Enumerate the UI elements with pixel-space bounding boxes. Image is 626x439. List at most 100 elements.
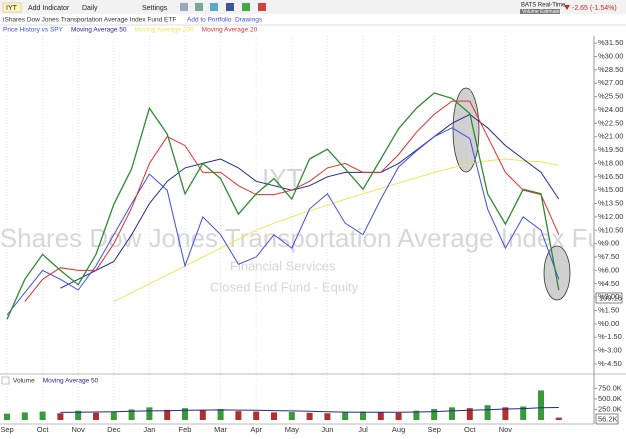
y-tick-label: %15.00 (598, 185, 623, 194)
y-tick-label: %4.50 (598, 279, 619, 288)
y-tick-label: %21.00 (598, 132, 623, 141)
x-tick-label: Aug (392, 425, 405, 434)
y-tick-label: %28.50 (598, 65, 623, 74)
volume-bar (199, 410, 206, 420)
volume-bar (520, 406, 527, 420)
y-tick-label: %19.50 (598, 145, 623, 154)
volume-bar (449, 407, 455, 420)
x-tick-label: Sep (428, 425, 441, 434)
series-line (6, 127, 560, 316)
volume-bar (217, 409, 224, 420)
symbol-box[interactable] (2, 2, 22, 13)
y-tick-label: 250.0K (598, 404, 622, 413)
volume-bar (360, 411, 366, 420)
feed-note-box (520, 9, 560, 14)
volume-bar (4, 413, 10, 420)
add-indicator[interactable]: Add Indicator (28, 5, 70, 12)
legend-entry: Volume (13, 378, 35, 385)
volume-bar (93, 412, 99, 420)
y-tick-label: %-4.50 (598, 359, 622, 368)
feed-note: Volume Estimates (522, 9, 563, 15)
volume-bar (128, 409, 135, 420)
y-tick-label: %13.50 (598, 199, 623, 208)
volume-bar (253, 411, 260, 420)
volume-bar (164, 409, 171, 420)
x-tick-label: Nov (499, 425, 513, 434)
series-line (6, 92, 560, 320)
change: -2.65 (-1.54%) (572, 5, 617, 12)
volume-bar (288, 411, 295, 420)
volume-bar (271, 412, 277, 420)
x-tick-label: Jan (143, 425, 155, 434)
y-tick-label: %9.00 (598, 239, 619, 248)
icon[interactable] (180, 3, 188, 11)
interval[interactable]: Daily (82, 5, 98, 12)
x-tick-label: Jun (321, 425, 333, 434)
watermark-category: Closed End Fund - Equity (210, 279, 359, 294)
legend-entry: Moving Average 50 (43, 378, 99, 385)
symbol[interactable]: IYT (6, 5, 18, 12)
y-tick-label: %3.00 (598, 292, 619, 301)
settings[interactable]: Settings (142, 5, 168, 12)
x-tick-label: Feb (179, 425, 192, 434)
legend-entry: Moving Average 20 (202, 27, 258, 34)
x-tick-label: Oct (464, 425, 477, 434)
volume-bar (484, 405, 491, 420)
watermark-sector: Financial Services (230, 258, 336, 273)
subtitle: iShares Dow Jones Transportation Average… (3, 17, 176, 24)
volume-bar (235, 411, 242, 420)
volume-bar (110, 411, 117, 420)
volume-bar (324, 413, 331, 420)
icon[interactable] (258, 3, 266, 11)
icon[interactable] (210, 3, 218, 11)
last-volume-box (595, 413, 619, 425)
watermark-name: iShares Dow Jones Transportation Average… (0, 223, 626, 253)
volume-bar (146, 407, 153, 420)
volume-bar (377, 411, 384, 420)
volume-bar (57, 413, 64, 420)
drawings[interactable]: Drawings (235, 17, 263, 24)
series-line (60, 113, 560, 289)
x-tick-label: Oct (37, 425, 50, 434)
icon[interactable] (242, 3, 250, 11)
volume-ma-line (60, 407, 559, 413)
legend-entry: Moving Average 200 (135, 27, 195, 34)
y-tick-label: %0.00 (598, 319, 619, 328)
icon[interactable] (195, 3, 203, 11)
volume-bar (502, 407, 509, 420)
feed: BATS Real-Time (521, 3, 566, 9)
y-tick-label: %22.50 (598, 118, 623, 127)
volume-bar (39, 411, 46, 420)
close-pane[interactable] (1, 376, 10, 385)
x-tick-label: Nov (72, 425, 86, 434)
y-tick-label: 750.0K (598, 383, 622, 392)
down-arrow (564, 5, 570, 10)
y-tick-label: %27.00 (598, 78, 623, 87)
x-tick-label: Dec (107, 425, 121, 434)
volume-bar (413, 410, 420, 420)
x-tick-label: Jul (358, 425, 368, 434)
y-tick-label: %25.50 (598, 92, 623, 101)
volume-bar (431, 409, 438, 420)
series-line (24, 100, 560, 302)
volume-bar (538, 390, 544, 420)
toolbar (0, 0, 626, 14)
y-tick-label: %16.50 (598, 172, 623, 181)
volume-bar (555, 417, 562, 420)
x-tick-label: Apr (250, 425, 262, 434)
volume-bar (21, 412, 28, 420)
add-portfolio[interactable]: Add to Portfolio (187, 17, 232, 24)
y-tick-label: %-3.00 (598, 346, 622, 355)
share-icons[interactable] (180, 3, 266, 11)
icon[interactable] (226, 3, 234, 11)
legend-entry: Price History vs SPY (3, 27, 64, 34)
x-tick-label: May (285, 425, 299, 434)
y-tick-label: %10.50 (598, 225, 623, 234)
y-tick-label: 500.0K (598, 394, 622, 403)
x-tick-label: Sep (0, 425, 13, 434)
volume-bar (182, 408, 188, 420)
last-price-box (595, 292, 623, 304)
volume-bar (342, 412, 349, 420)
y-tick-label: %24.00 (598, 105, 623, 114)
